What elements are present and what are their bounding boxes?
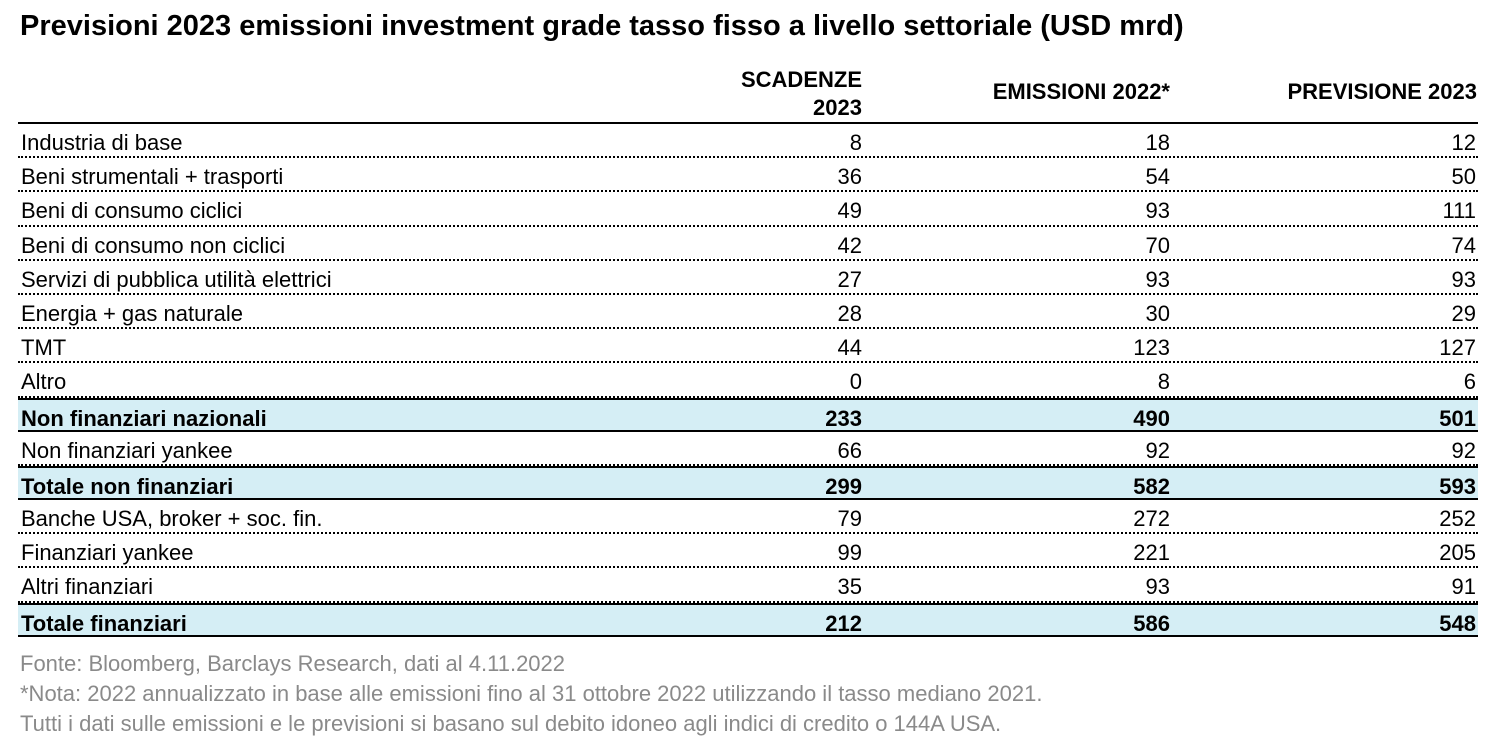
cell-emissioni-2022: 123 <box>1133 335 1170 361</box>
row-label: Energia + gas naturale <box>21 300 243 326</box>
table-row: Servizi di pubblica utilità elettrici 27 9… <box>18 261 1478 295</box>
cell-previsione-2023: 92 <box>1451 437 1476 463</box>
table-row: Finanziari yankee 99 221 205 <box>18 534 1478 569</box>
cell-scadenze-2023: 36 <box>837 164 862 190</box>
cell-scadenze-2023: 49 <box>837 198 862 224</box>
cell-scadenze-2023: 299 <box>825 473 862 499</box>
table-row: Altro 0 8 6 <box>18 363 1478 398</box>
cell-emissioni-2022: 272 <box>1133 506 1170 532</box>
row-label: Beni di consumo non ciclici <box>21 232 286 258</box>
table-row: Energia + gas naturale 28 30 29 <box>18 295 1478 330</box>
cell-scadenze-2023: 212 <box>825 610 862 636</box>
cell-scadenze-2023: 27 <box>837 266 862 292</box>
cell-previsione-2023: 205 <box>1439 540 1476 566</box>
cell-emissioni-2022: 490 <box>1133 405 1170 431</box>
table-row: Beni di consumo non ciclici 42 70 74 <box>18 227 1478 261</box>
table-row: Beni di consumo ciclici 49 93 111 <box>18 192 1478 227</box>
row-label: Finanziari yankee <box>21 540 194 566</box>
row-label: Non finanziari nazionali <box>21 405 267 431</box>
table-title: Previsioni 2023 emissioni investment gra… <box>20 10 1184 42</box>
cell-emissioni-2022: 93 <box>1145 198 1170 224</box>
table-row: Non finanziari yankee 66 92 92 <box>18 432 1478 466</box>
table-row: Banche USA, broker + soc. fin. 79 272 252 <box>18 500 1478 535</box>
cell-emissioni-2022: 18 <box>1145 130 1170 155</box>
column-header-emissioni: EMISSIONI 2022* <box>900 62 1170 124</box>
cell-emissioni-2022: 93 <box>1145 266 1170 292</box>
cell-previsione-2023: 593 <box>1439 473 1476 499</box>
cell-emissioni-2022: 8 <box>1157 369 1170 395</box>
cell-previsione-2023: 548 <box>1439 610 1476 636</box>
row-label: Non finanziari yankee <box>21 437 233 463</box>
footnote-basis: Tutti i dati sulle emissioni e le previs… <box>20 711 1002 736</box>
cell-previsione-2023: 111 <box>1442 198 1476 224</box>
cell-scadenze-2023: 0 <box>849 369 862 395</box>
cell-emissioni-2022: 221 <box>1133 540 1170 566</box>
table-total-row: Totale finanziari 212 586 548 <box>18 602 1478 637</box>
row-label: Industria di base <box>21 130 183 155</box>
cell-previsione-2023: 74 <box>1451 232 1476 258</box>
row-label: Beni di consumo ciclici <box>21 198 243 224</box>
cell-scadenze-2023: 233 <box>825 405 862 431</box>
table-row: TMT 44 123 127 <box>18 329 1478 364</box>
cell-scadenze-2023: 79 <box>837 506 862 532</box>
cell-previsione-2023: 127 <box>1439 335 1476 361</box>
cell-emissioni-2022: 30 <box>1145 300 1170 326</box>
column-header-scadenze: SCADENZE 2023 <box>640 62 862 124</box>
table-row: Industria di base 8 18 12 <box>18 124 1478 159</box>
row-label: TMT <box>21 335 67 361</box>
cell-previsione-2023: 50 <box>1451 164 1476 190</box>
row-label: Beni strumentali + trasporti <box>21 164 284 190</box>
cell-emissioni-2022: 586 <box>1133 610 1170 636</box>
table-total-row: Non finanziari nazionali 233 490 501 <box>18 397 1478 432</box>
table-total-row: Totale non finanziari 299 582 593 <box>18 465 1478 501</box>
column-header-previsione: PREVISIONE 2023 <box>1200 62 1477 124</box>
cell-previsione-2023: 12 <box>1451 130 1476 155</box>
row-label: Servizi di pubblica utilità elettrici <box>21 266 332 292</box>
row-label: Totale finanziari <box>21 610 187 636</box>
cell-previsione-2023: 91 <box>1451 574 1476 600</box>
cell-previsione-2023: 501 <box>1439 405 1476 431</box>
cell-emissioni-2022: 582 <box>1133 473 1170 499</box>
cell-scadenze-2023: 44 <box>837 335 862 361</box>
cell-scadenze-2023: 28 <box>837 300 862 326</box>
data-table: Industria di base 8 18 12 Beni strumentali +… <box>18 122 1478 637</box>
column-header-scadenze-line2: 2023 <box>813 95 862 120</box>
cell-scadenze-2023: 66 <box>837 437 862 463</box>
cell-previsione-2023: 6 <box>1463 369 1476 395</box>
cell-previsione-2023: 93 <box>1451 266 1476 292</box>
footnote-note: *Nota: 2022 annualizzato in base alle em… <box>20 681 1043 706</box>
table-row: Altri finanziari 35 93 91 <box>18 568 1478 603</box>
cell-emissioni-2022: 92 <box>1145 437 1170 463</box>
cell-emissioni-2022: 54 <box>1145 164 1170 190</box>
row-label: Altri finanziari <box>21 574 154 600</box>
cell-previsione-2023: 29 <box>1451 300 1476 326</box>
column-header-previsione-label: PREVISIONE 2023 <box>1287 79 1477 104</box>
row-label: Altro <box>21 369 67 395</box>
cell-scadenze-2023: 42 <box>837 232 862 258</box>
row-label: Totale non finanziari <box>21 473 234 499</box>
column-header-emissioni-label: EMISSIONI 2022* <box>992 79 1170 104</box>
cell-scadenze-2023: 35 <box>837 574 862 600</box>
column-header-scadenze-line1: SCADENZE <box>740 67 862 92</box>
cell-previsione-2023: 252 <box>1439 506 1476 532</box>
cell-scadenze-2023: 99 <box>837 540 862 566</box>
cell-emissioni-2022: 93 <box>1145 574 1170 600</box>
cell-scadenze-2023: 8 <box>849 130 862 155</box>
cell-emissioni-2022: 70 <box>1145 232 1170 258</box>
footnote-source: Fonte: Bloomberg, Barclays Research, dat… <box>20 651 566 676</box>
row-label: Banche USA, broker + soc. fin. <box>21 506 323 532</box>
table-row: Beni strumentali + trasporti 36 54 50 <box>18 158 1478 193</box>
